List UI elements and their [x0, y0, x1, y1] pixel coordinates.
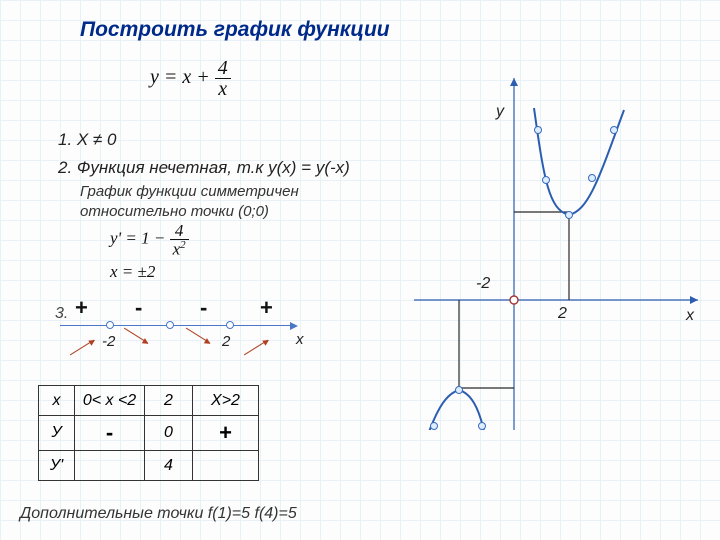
guide-upper	[514, 212, 569, 300]
curve-point	[566, 212, 573, 219]
sign-diagram: x -2 2 + - - +	[60, 295, 320, 365]
function-graph: x y 2 -2	[414, 70, 704, 430]
guide-lower	[459, 300, 514, 388]
curve-point	[611, 127, 618, 134]
table-row: x 0< x <2 2 X>2	[39, 386, 259, 416]
extra-points: Дополнительные точки f(1)=5 f(4)=5	[20, 505, 297, 523]
table-row: У - 0 +	[39, 416, 259, 451]
table-row: У' 4	[39, 451, 259, 481]
curve-point	[479, 423, 486, 430]
sign-tick-label: 2	[222, 333, 230, 350]
curve-point	[589, 175, 596, 182]
sign-symbol: -	[135, 295, 142, 321]
sign-symbol: -	[200, 295, 207, 321]
step-2-note: График функции симметричен относительно …	[80, 182, 299, 221]
derivative-formula: y' = 1 − 4 x2 x = ±2	[110, 222, 189, 286]
sign-axis	[60, 325, 290, 326]
x-axis-label: x	[685, 307, 695, 324]
step-1: 1. X ≠ 0	[58, 130, 116, 150]
curve-points	[414, 127, 618, 431]
sign-tick	[226, 321, 234, 329]
sign-tick	[166, 321, 174, 329]
sign-trend-arrow	[186, 328, 210, 344]
sign-trend-arrow	[70, 340, 94, 356]
sign-symbol: +	[75, 295, 88, 321]
y-axis-label: y	[495, 103, 505, 120]
sign-tick-label: -2	[102, 333, 115, 350]
tick-2: 2	[557, 305, 567, 322]
sign-axis-label: x	[296, 331, 304, 348]
sign-trend-arrow	[244, 340, 268, 356]
curve-point	[543, 177, 550, 184]
value-table: x 0< x <2 2 X>2 У - 0 + У' 4	[38, 385, 259, 481]
step-2: 2. Функция нечетная, т.к y(x) = y(-x)	[58, 158, 350, 178]
page-title: Построить график функции	[80, 18, 390, 42]
tick-neg2: -2	[476, 275, 490, 292]
sign-symbol: +	[260, 295, 273, 321]
origin-hole	[510, 296, 518, 304]
formula-fraction: 4 x	[215, 58, 231, 99]
curve-upper	[534, 108, 624, 215]
sign-trend-arrow	[124, 328, 148, 344]
main-formula: y = x + 4 x	[150, 58, 231, 99]
formula-lhs: y = x +	[150, 66, 210, 88]
curve-point	[456, 387, 463, 394]
curve-point	[431, 423, 438, 430]
sign-tick	[106, 321, 114, 329]
curve-point	[535, 127, 542, 134]
